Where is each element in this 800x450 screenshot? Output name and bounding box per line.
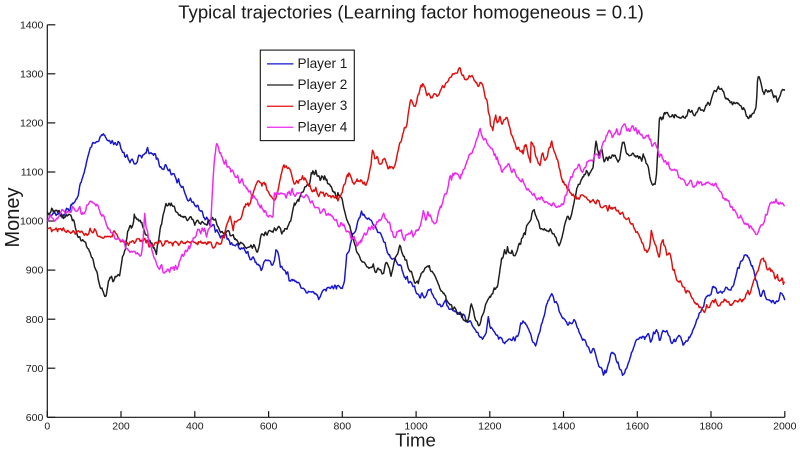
svg-text:600: 600 bbox=[26, 412, 44, 424]
svg-text:800: 800 bbox=[26, 314, 44, 326]
svg-text:400: 400 bbox=[186, 421, 204, 433]
svg-text:1100: 1100 bbox=[21, 167, 44, 179]
svg-text:1400: 1400 bbox=[20, 19, 44, 31]
svg-text:Money: Money bbox=[2, 187, 24, 247]
svg-text:1200: 1200 bbox=[478, 421, 502, 433]
svg-text:Player 2: Player 2 bbox=[298, 77, 348, 92]
svg-text:1600: 1600 bbox=[626, 421, 650, 433]
svg-text:1000: 1000 bbox=[20, 216, 44, 228]
svg-text:900: 900 bbox=[26, 265, 44, 277]
svg-text:Player 1: Player 1 bbox=[298, 56, 348, 71]
svg-text:1300: 1300 bbox=[20, 68, 44, 80]
svg-text:Typical trajectories (Learning: Typical trajectories (Learning factor ho… bbox=[178, 2, 644, 23]
svg-text:600: 600 bbox=[260, 421, 278, 433]
svg-text:1400: 1400 bbox=[552, 421, 576, 433]
svg-text:800: 800 bbox=[334, 421, 352, 433]
svg-text:1800: 1800 bbox=[699, 421, 723, 433]
svg-text:200: 200 bbox=[112, 421, 130, 433]
svg-text:700: 700 bbox=[26, 363, 44, 375]
svg-text:Player 4: Player 4 bbox=[298, 119, 348, 134]
svg-text:Time: Time bbox=[395, 430, 436, 450]
svg-text:2000: 2000 bbox=[773, 421, 797, 433]
svg-text:0: 0 bbox=[44, 421, 50, 433]
svg-text:1000: 1000 bbox=[404, 421, 428, 433]
svg-text:Player 3: Player 3 bbox=[298, 98, 348, 113]
svg-text:1200: 1200 bbox=[20, 118, 44, 130]
